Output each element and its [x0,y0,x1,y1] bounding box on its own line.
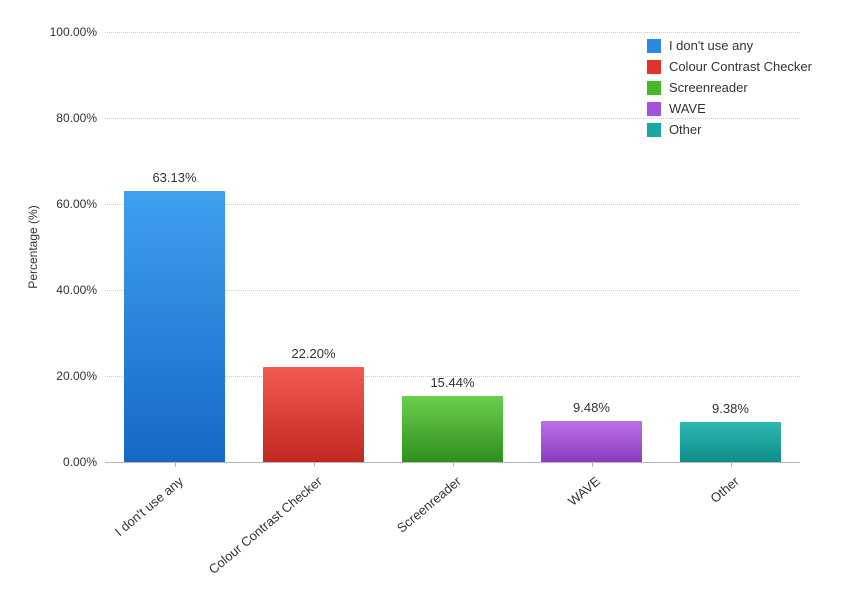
y-axis-label: Percentage (%) [26,205,40,288]
y-tick-label: 0.00% [63,455,105,469]
y-tick-label: 100.00% [50,25,105,39]
legend-label: Other [669,122,702,137]
bar-group: 9.48% [541,421,641,462]
y-tick-label: 60.00% [56,197,105,211]
bar-group: 22.20% [263,367,363,462]
x-axis-tick [314,462,315,467]
x-axis-tick [592,462,593,467]
legend-item: I don't use any [647,38,812,53]
bar [541,421,641,462]
bar [124,191,224,462]
bar-value-label: 9.48% [573,400,610,415]
legend-swatch [647,39,661,53]
x-tick-label: I don't use any [111,474,185,540]
bar-value-label: 9.38% [712,401,749,416]
legend-item: Colour Contrast Checker [647,59,812,74]
bar-group: 15.44% [402,396,502,462]
y-tick-label: 40.00% [56,283,105,297]
legend-swatch [647,81,661,95]
gridline [105,32,800,33]
bar-value-label: 15.44% [430,375,474,390]
x-axis-tick [453,462,454,467]
legend-label: WAVE [669,101,706,116]
legend-item: Other [647,122,812,137]
bar-chart: 0.00% 20.00% 40.00% 60.00% 80.00% 100.00% 63.1… [0,0,850,590]
y-tick-label: 80.00% [56,111,105,125]
bar-value-label: 22.20% [291,346,335,361]
x-tick-label: Other [707,474,742,506]
legend-swatch [647,123,661,137]
legend-item: WAVE [647,101,812,116]
legend-label: I don't use any [669,38,753,53]
bar [263,367,363,462]
x-tick-label: Screenreader [393,474,463,536]
x-axis-tick [731,462,732,467]
legend-label: Screenreader [669,80,748,95]
x-tick-label: Colour Contrast Checker [205,474,324,577]
legend-swatch [647,60,661,74]
y-tick-label: 20.00% [56,369,105,383]
legend-label: Colour Contrast Checker [669,59,812,74]
bar-group: 63.13% [124,191,224,462]
legend-item: Screenreader [647,80,812,95]
bar-group: 9.38% [680,422,780,462]
legend: I don't use any Colour Contrast Checker Sc… [647,38,812,143]
x-axis-tick [175,462,176,467]
bar [680,422,780,462]
x-tick-label: WAVE [565,474,603,509]
legend-swatch [647,102,661,116]
bar-value-label: 63.13% [152,170,196,185]
bar [402,396,502,462]
